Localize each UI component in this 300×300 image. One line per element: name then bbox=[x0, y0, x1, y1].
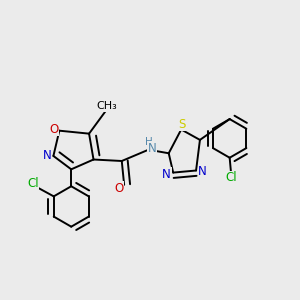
Text: N: N bbox=[198, 166, 207, 178]
Text: CH₃: CH₃ bbox=[97, 101, 117, 111]
Text: S: S bbox=[178, 118, 186, 130]
Text: N: N bbox=[148, 142, 157, 155]
Text: N: N bbox=[43, 149, 52, 162]
Text: Cl: Cl bbox=[27, 177, 39, 190]
Text: Cl: Cl bbox=[225, 171, 237, 184]
Text: O: O bbox=[50, 123, 58, 136]
Text: N: N bbox=[162, 168, 171, 181]
Text: H: H bbox=[145, 137, 153, 147]
Text: O: O bbox=[114, 182, 123, 195]
